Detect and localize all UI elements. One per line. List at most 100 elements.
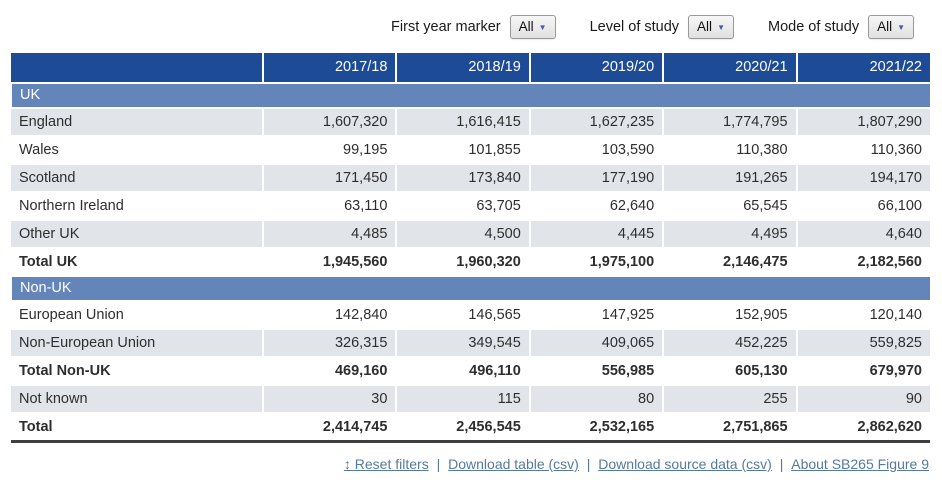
row-label: Northern Ireland <box>11 192 263 221</box>
cell-total-uk-2019-20: 1,975,100 <box>528 247 664 277</box>
cell-scotland-2021-22: 194,170 <box>795 164 930 193</box>
filter-group-first-year-marker: First year marker All ▼ <box>391 15 556 39</box>
section-header-row-non-uk: Non-UK <box>10 276 930 302</box>
cell-total-non-uk-2020-21: 605,130 <box>662 356 797 386</box>
row-label: Wales <box>11 136 263 165</box>
filter-label-mode-of-study: Mode of study <box>767 19 860 35</box>
cell-england-2017-18: 1,607,320 <box>261 108 397 137</box>
table-header-row: 2017/18 2018/19 2019/20 2020/21 2021/22 <box>11 53 930 84</box>
level-of-study-dropdown[interactable]: All ▼ <box>688 15 734 39</box>
table-row-european-union: European Union 142,840 146,565 147,925 152,9… <box>11 301 930 330</box>
cell-not-known-2021-22: 90 <box>795 385 930 414</box>
chevron-down-icon: ▼ <box>717 22 725 32</box>
cell-other-uk-2018-19: 4,500 <box>395 220 530 249</box>
row-label: Total UK <box>11 247 263 277</box>
cell-northern-ireland-2018-19: 63,705 <box>395 192 530 221</box>
cell-total-2021-22: 2,862,620 <box>795 412 930 443</box>
cell-european-union-2018-19: 146,565 <box>395 301 530 330</box>
cell-european-union-2017-18: 142,840 <box>261 301 397 330</box>
table-row-england: England 1,607,320 1,616,415 1,627,235 1,774,… <box>11 108 930 137</box>
cell-not-known-2017-18: 30 <box>261 385 397 414</box>
cell-wales-2021-22: 110,360 <box>795 136 930 165</box>
cell-other-uk-2019-20: 4,445 <box>528 220 664 249</box>
cell-total-2019-20: 2,532,165 <box>528 412 664 443</box>
table-row-wales: Wales 99,195 101,855 103,590 110,380 110,360 <box>11 136 930 165</box>
year-column-header-2020-21: 2020/21 <box>662 53 797 84</box>
mode-of-study-dropdown[interactable]: All ▼ <box>868 15 914 39</box>
table-row-total: Total 2,414,745 2,456,545 2,532,165 2,751,86… <box>11 412 930 443</box>
row-label: Scotland <box>11 164 263 193</box>
cell-northern-ireland-2017-18: 63,110 <box>261 192 397 221</box>
download-source-data-csv-link[interactable]: Download source data (csv) <box>598 456 772 472</box>
first-year-marker-dropdown[interactable]: All ▼ <box>509 15 556 39</box>
reset-filters-link[interactable]: ↕ Reset filters <box>343 456 429 472</box>
chevron-down-icon: ▼ <box>538 22 547 32</box>
filter-label-level-of-study: Level of study <box>589 19 680 35</box>
footer-links: ↕ Reset filters | Download table (csv) |… <box>0 443 942 472</box>
filter-group-mode-of-study: Mode of study All ▼ <box>768 15 914 39</box>
level-of-study-dropdown-value: All <box>697 19 713 34</box>
section-label: UK <box>10 83 930 109</box>
row-label: European Union <box>11 301 263 330</box>
table-row-scotland: Scotland 171,450 173,840 177,190 191,265 194,… <box>11 164 930 193</box>
cell-wales-2017-18: 99,195 <box>261 136 397 165</box>
table-row-not-known: Not known 30 115 80 255 90 <box>11 385 930 414</box>
cell-total-2017-18: 2,414,745 <box>261 412 397 443</box>
corner-header-cell <box>11 53 263 84</box>
year-column-header-2021-22: 2021/22 <box>795 53 930 84</box>
cell-wales-2020-21: 110,380 <box>662 136 797 165</box>
filter-bar: First year marker All ▼ Level of study A… <box>0 0 942 50</box>
cell-total-2020-21: 2,751,865 <box>662 412 797 443</box>
cell-total-non-uk-2019-20: 556,985 <box>528 356 664 386</box>
cell-scotland-2020-21: 191,265 <box>662 164 797 193</box>
table-row-total-non-uk: Total Non-UK 469,160 496,110 556,985 605,130… <box>11 356 930 386</box>
cell-total-uk-2017-18: 1,945,560 <box>261 247 397 277</box>
link-separator: | <box>432 456 445 472</box>
cell-scotland-2018-19: 173,840 <box>395 164 530 193</box>
table-body: UK England 1,607,320 1,616,415 1,627,235 1,77… <box>10 83 930 443</box>
row-label: England <box>11 108 263 137</box>
cell-scotland-2017-18: 171,450 <box>261 164 397 193</box>
cell-total-2018-19: 2,456,545 <box>395 412 530 443</box>
cell-england-2019-20: 1,627,235 <box>528 108 664 137</box>
cell-non-european-union-2020-21: 452,225 <box>662 329 797 358</box>
cell-total-uk-2018-19: 1,960,320 <box>395 247 530 277</box>
cell-total-uk-2020-21: 2,146,475 <box>662 247 797 277</box>
filter-label-first-year-marker: First year marker <box>391 19 501 35</box>
link-separator: | <box>775 456 788 472</box>
mode-of-study-dropdown-value: All <box>877 19 893 34</box>
cell-european-union-2021-22: 120,140 <box>795 301 930 330</box>
table-row-total-uk: Total UK 1,945,560 1,960,320 1,975,100 2,146… <box>11 247 930 277</box>
cell-other-uk-2020-21: 4,495 <box>662 220 797 249</box>
cell-northern-ireland-2020-21: 65,545 <box>662 192 797 221</box>
cell-total-non-uk-2021-22: 679,970 <box>795 356 930 386</box>
about-sb265-figure-9-link[interactable]: About SB265 Figure 9 <box>791 456 929 472</box>
table-row-northern-ireland: Northern Ireland 63,110 63,705 62,640 65,545… <box>11 192 930 221</box>
cell-wales-2018-19: 101,855 <box>395 136 530 165</box>
row-label: Total Non-UK <box>11 356 263 386</box>
cell-other-uk-2021-22: 4,640 <box>795 220 930 249</box>
table-container: 2017/18 2018/19 2019/20 2020/21 2021/22 UK En… <box>10 53 930 443</box>
cell-scotland-2019-20: 177,190 <box>528 164 664 193</box>
cell-total-uk-2021-22: 2,182,560 <box>795 247 930 277</box>
download-table-csv-link[interactable]: Download table (csv) <box>448 456 579 472</box>
cell-non-european-union-2021-22: 559,825 <box>795 329 930 358</box>
cell-total-non-uk-2017-18: 469,160 <box>261 356 397 386</box>
cell-other-uk-2017-18: 4,485 <box>261 220 397 249</box>
row-label: Non-European Union <box>11 329 263 358</box>
table-row-other-uk: Other UK 4,485 4,500 4,445 4,495 4,640 <box>11 220 930 249</box>
row-label: Not known <box>11 385 263 414</box>
cell-total-non-uk-2018-19: 496,110 <box>395 356 530 386</box>
student-numbers-table: 2017/18 2018/19 2019/20 2020/21 2021/22 UK En… <box>10 53 930 443</box>
cell-england-2020-21: 1,774,795 <box>662 108 797 137</box>
row-label: Total <box>11 412 263 443</box>
year-column-header-2019-20: 2019/20 <box>528 53 664 84</box>
first-year-marker-dropdown-value: All <box>518 19 534 34</box>
cell-england-2018-19: 1,616,415 <box>395 108 530 137</box>
cell-non-european-union-2018-19: 349,545 <box>395 329 530 358</box>
row-label: Other UK <box>11 220 263 249</box>
cell-wales-2019-20: 103,590 <box>528 136 664 165</box>
cell-non-european-union-2019-20: 409,065 <box>528 329 664 358</box>
cell-non-european-union-2017-18: 326,315 <box>261 329 397 358</box>
cell-european-union-2020-21: 152,905 <box>662 301 797 330</box>
